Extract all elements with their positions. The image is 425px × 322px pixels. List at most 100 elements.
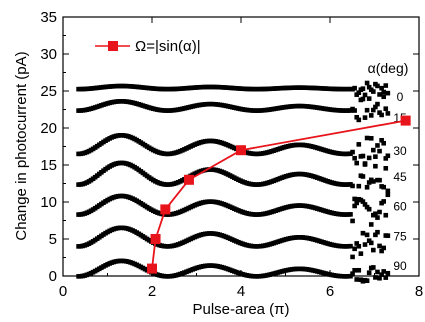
point <box>358 251 364 256</box>
point <box>364 80 370 86</box>
point <box>362 115 368 120</box>
point <box>350 254 355 260</box>
point <box>385 233 391 238</box>
point <box>350 271 355 276</box>
curve-label-45: 45 <box>393 170 407 184</box>
y-tick-label-2: 10 <box>40 194 57 211</box>
legend-marker <box>108 41 118 51</box>
point <box>362 162 368 167</box>
point <box>381 89 386 95</box>
point <box>366 96 372 101</box>
point <box>368 222 374 227</box>
x-tick-label-1: 2 <box>148 283 156 300</box>
point <box>364 107 370 113</box>
point <box>381 199 386 204</box>
tick-labels: 0 2 4 6 8 0 5 10 15 20 25 30 35 <box>40 9 423 300</box>
point <box>360 174 366 179</box>
point <box>354 277 360 282</box>
point <box>354 200 360 206</box>
omega-point-4 <box>236 145 246 156</box>
point <box>375 83 380 89</box>
point <box>383 83 389 88</box>
point <box>379 137 384 143</box>
omega-point-5 <box>400 115 411 126</box>
y-tick-label-7: 35 <box>40 9 57 26</box>
curve-label-0: 0 <box>397 90 404 104</box>
point <box>385 153 391 159</box>
point <box>381 140 386 146</box>
omega-point-3 <box>183 174 194 185</box>
point <box>375 215 380 220</box>
point <box>383 106 389 111</box>
point <box>364 135 370 141</box>
y-tick-label-1: 5 <box>49 231 57 248</box>
point <box>360 230 366 236</box>
point <box>354 241 360 246</box>
point <box>366 84 372 90</box>
point <box>373 232 378 238</box>
point <box>348 212 353 217</box>
y-tick-label-3: 15 <box>40 157 57 174</box>
y-tick-label-6: 30 <box>40 46 57 63</box>
point <box>383 166 389 171</box>
point <box>371 179 376 184</box>
point <box>356 183 362 189</box>
point <box>375 269 380 275</box>
point <box>377 243 382 249</box>
point <box>350 218 355 224</box>
point <box>371 265 376 270</box>
point <box>371 107 376 113</box>
point <box>381 245 386 251</box>
point <box>360 153 366 159</box>
point <box>377 177 382 183</box>
point <box>350 149 355 155</box>
point <box>360 199 366 204</box>
point <box>364 184 370 190</box>
omega-point-1 <box>150 234 161 244</box>
point <box>373 154 378 159</box>
alpha-title: α(deg) <box>368 60 409 76</box>
photocurrent-series <box>76 80 391 284</box>
point <box>364 278 370 284</box>
point <box>375 101 380 107</box>
omega-curve <box>147 115 411 274</box>
point <box>375 229 380 235</box>
point <box>383 156 389 161</box>
axis-ticks <box>62 16 420 277</box>
point <box>371 247 376 253</box>
point <box>383 275 389 280</box>
y-tick-label-5: 25 <box>40 83 57 100</box>
point <box>373 104 378 110</box>
omega-line <box>151 119 406 269</box>
point <box>373 275 378 280</box>
point <box>379 272 384 277</box>
point <box>356 117 362 123</box>
point <box>379 85 384 91</box>
point <box>350 183 355 189</box>
legend-label: Ω=|sin(α)| <box>135 38 201 55</box>
point <box>371 147 376 153</box>
point <box>348 243 353 249</box>
point <box>362 242 368 247</box>
x-tick-label-3: 6 <box>326 283 334 300</box>
point <box>385 192 391 198</box>
point <box>364 232 370 238</box>
point <box>352 268 357 273</box>
point <box>368 113 374 118</box>
y-tick-label-0: 0 <box>49 268 57 285</box>
point <box>385 90 391 96</box>
point <box>381 184 386 190</box>
series-0 <box>76 80 391 98</box>
x-axis-title: Pulse-area (π) <box>192 301 289 318</box>
x-tick-label-0: 0 <box>59 283 67 300</box>
point <box>348 273 353 279</box>
curve-label-60: 60 <box>393 200 407 214</box>
point <box>356 267 362 273</box>
point <box>354 114 360 120</box>
point <box>381 269 386 274</box>
point <box>366 155 372 161</box>
legend: Ω=|sin(α)| <box>95 38 201 55</box>
point <box>368 240 374 246</box>
point <box>373 211 378 217</box>
